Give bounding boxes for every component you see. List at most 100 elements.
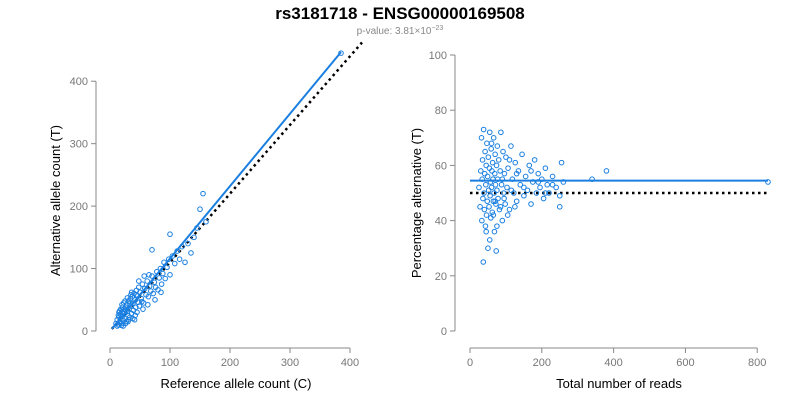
- data-point: [544, 181, 550, 188]
- data-point: [476, 184, 482, 191]
- data-point: [483, 228, 489, 235]
- data-point: [508, 187, 515, 194]
- data-point: [144, 278, 150, 284]
- x-tick-label: 600: [676, 357, 694, 369]
- y-axis-label: Percentage alternative (T): [409, 128, 424, 278]
- data-point: [200, 190, 206, 197]
- data-point: [502, 201, 508, 207]
- data-point: [512, 159, 519, 166]
- data-point: [162, 275, 168, 282]
- data-point: [142, 285, 148, 292]
- y-tick-label: 20: [435, 271, 447, 283]
- data-point: [167, 272, 173, 278]
- data-point: [151, 279, 158, 286]
- data-point: [484, 173, 491, 180]
- data-point: [533, 190, 540, 196]
- data-point: [169, 253, 176, 259]
- data-point: [494, 187, 500, 194]
- data-point: [492, 181, 499, 188]
- data-point: [150, 290, 156, 297]
- data-point: [495, 157, 502, 163]
- data-point: [494, 223, 500, 229]
- panel-allele-counts: 0 100 200 300 400 0 100 200 300 400 Reference alle…: [48, 41, 363, 391]
- p-value-exponent: −23: [431, 25, 443, 32]
- fit-line: [111, 51, 342, 330]
- data-point: [493, 201, 499, 207]
- data-point: [121, 300, 127, 306]
- data-point: [480, 126, 487, 133]
- data-point: [542, 190, 549, 196]
- data-point: [489, 168, 495, 174]
- data-point: [197, 206, 203, 213]
- x-axis-label: Total number of reads: [556, 376, 682, 391]
- data-point: [528, 168, 534, 174]
- data-point: [136, 284, 142, 291]
- data-point: [486, 204, 492, 210]
- data-point: [501, 170, 508, 177]
- data-point: [481, 206, 488, 213]
- data-point: [521, 192, 527, 199]
- data-point: [531, 157, 538, 163]
- data-point: [139, 298, 145, 305]
- data-point: [172, 260, 178, 267]
- data-point: [492, 198, 498, 205]
- data-point: [479, 157, 486, 163]
- data-point: [501, 195, 507, 202]
- data-point: [521, 184, 527, 191]
- data-point: [504, 212, 511, 218]
- data-point: [503, 154, 509, 160]
- data-point: [482, 181, 489, 188]
- data-point: [481, 190, 487, 196]
- data-point: [556, 192, 563, 199]
- data-point: [128, 291, 134, 298]
- data-point: [500, 148, 506, 155]
- data-point: [482, 223, 489, 229]
- data-point: [505, 165, 511, 171]
- data-point: [526, 162, 533, 169]
- data-point: [540, 195, 547, 202]
- x-tick-label: 300: [281, 357, 299, 369]
- data-point: [506, 206, 513, 213]
- data-point: [493, 162, 500, 169]
- y-tick-label: 0: [82, 326, 88, 338]
- data-point: [486, 237, 493, 243]
- y-axis-label: Alternative allele count (T): [48, 125, 63, 276]
- data-point: [130, 300, 136, 307]
- data-point: [549, 173, 556, 180]
- data-point: [488, 184, 495, 191]
- data-point: [535, 170, 542, 177]
- x-tick-label: 0: [467, 357, 473, 369]
- data-point: [506, 157, 513, 163]
- data-point: [486, 129, 493, 136]
- data-point: [480, 259, 487, 265]
- data-point: [478, 135, 485, 141]
- data-point: [603, 168, 610, 174]
- data-point: [164, 264, 170, 271]
- data-point: [490, 135, 497, 141]
- data-point: [482, 148, 488, 155]
- data-point: [191, 234, 197, 241]
- data-point: [488, 140, 495, 147]
- data-point: [504, 184, 510, 191]
- x-tick-label: 0: [107, 357, 113, 369]
- data-point: [496, 206, 503, 213]
- data-point: [542, 165, 549, 171]
- data-point: [491, 190, 497, 196]
- data-point: [489, 159, 496, 166]
- chart-subtitle: p-value: 3.81×10−23: [357, 25, 444, 37]
- data-point: [158, 289, 164, 296]
- data-point: [136, 278, 142, 284]
- data-point: [185, 240, 191, 247]
- x-tick-label: 400: [604, 357, 622, 369]
- data-point: [140, 306, 146, 312]
- data-point: [152, 296, 158, 303]
- data-point: [497, 168, 503, 174]
- data-point: [537, 184, 543, 191]
- data-point: [485, 187, 492, 194]
- data-point: [513, 198, 520, 205]
- x-tick-label: 200: [533, 357, 551, 369]
- data-point: [135, 299, 141, 306]
- y-tick-label: 0: [441, 326, 447, 338]
- data-point: [491, 170, 498, 177]
- data-point: [508, 143, 514, 149]
